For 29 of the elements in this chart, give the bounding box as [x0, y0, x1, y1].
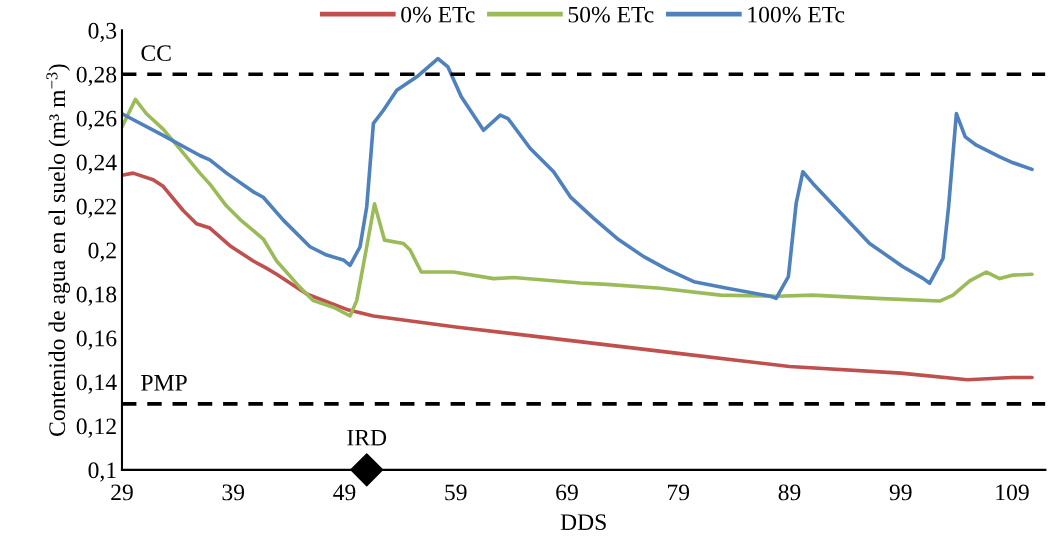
- x-tick-label: 109: [996, 484, 1029, 501]
- y-axis-title: Contenido de agua en el suelo (m³ m$^{−3}$): [46, 64, 71, 436]
- y-tick-label: 0,16: [76, 330, 117, 350]
- y-tick-label: 0,3: [88, 22, 117, 43]
- series-label: IRD: [347, 429, 387, 446]
- x-tick-label: 29: [111, 484, 133, 501]
- x-tick-label: 99: [889, 484, 912, 501]
- y-tick-label: 0,28: [76, 66, 117, 87]
- y-tick-label: 0,2: [88, 242, 116, 262]
- y-tick-label: 0,24: [76, 154, 117, 174]
- ref-line-label: CC: [141, 45, 171, 62]
- ref-line-label: PMP: [141, 375, 187, 391]
- x-tick-label: 69: [556, 484, 578, 501]
- x-tick-label: 79: [667, 484, 690, 501]
- x-tick-label: 49: [333, 484, 356, 501]
- y-tick-label: 0,18: [76, 286, 117, 306]
- y-tick-label: 0,22: [76, 198, 116, 218]
- legend-label: 50% ETc: [568, 6, 654, 23]
- x-axis-title: DDS: [560, 514, 606, 531]
- y-tick-label: 0,1: [88, 462, 116, 482]
- x-tick-label: 39: [222, 484, 245, 501]
- legend-label: 0% ETc: [401, 6, 475, 23]
- y-tick-label: 0,14: [76, 374, 117, 394]
- y-tick-label: 0,12: [76, 418, 116, 438]
- line-series: [121, 97, 1034, 318]
- legend-label: 100% ETc: [748, 6, 845, 23]
- x-tick-label: 59: [445, 484, 467, 501]
- y-tick-label: 0,26: [76, 110, 117, 130]
- x-tick-label: 89: [778, 484, 801, 501]
